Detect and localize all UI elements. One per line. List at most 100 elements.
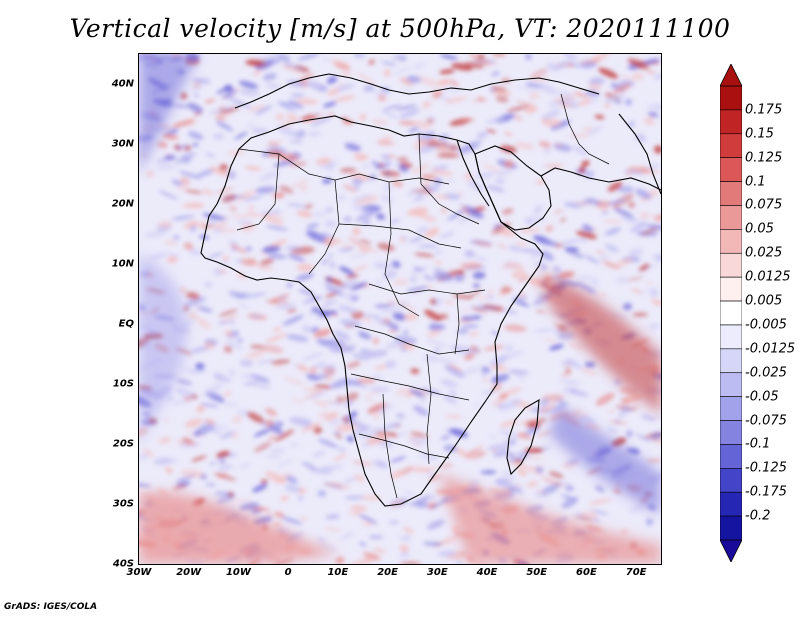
field-blob <box>218 457 227 465</box>
field-blob <box>571 145 589 156</box>
field-blob <box>301 352 324 361</box>
field-blob <box>253 428 272 437</box>
field-blob <box>166 256 178 263</box>
field-blob <box>348 236 366 249</box>
field-blob <box>254 384 272 389</box>
field-blob <box>209 166 231 177</box>
field-blob <box>453 447 472 459</box>
field-blob <box>378 308 402 314</box>
field-band <box>139 492 339 564</box>
field-blob <box>399 77 415 86</box>
field-blob <box>395 413 406 419</box>
field-blob <box>513 487 525 495</box>
field-blob <box>534 490 550 499</box>
field-blob <box>498 429 521 439</box>
field-blob <box>443 394 458 404</box>
field-blob <box>519 248 541 253</box>
colorbar-tick-label: 0.005 <box>745 293 783 309</box>
lat-tick-label: 20S <box>112 438 134 450</box>
field-blob <box>381 421 402 430</box>
field-blob <box>543 147 552 154</box>
field-blob <box>603 103 611 109</box>
madagascar-coastline <box>506 399 540 476</box>
field-blob <box>469 54 491 66</box>
field-blob <box>457 191 464 195</box>
field-blob <box>529 68 548 80</box>
field-blob <box>230 247 238 251</box>
field-blob <box>316 157 332 165</box>
field-blob <box>215 120 234 132</box>
field-blob <box>283 62 303 71</box>
field-blob <box>295 272 315 281</box>
field-blob <box>390 456 407 463</box>
field-blob <box>297 210 313 218</box>
field-blob <box>302 461 317 470</box>
field-blob <box>158 220 173 229</box>
field-blob <box>539 398 549 407</box>
field-blob <box>540 240 559 247</box>
lon-tick-label: 20E <box>377 567 398 578</box>
field-blob <box>540 251 555 261</box>
field-blob <box>317 490 327 497</box>
field-blob <box>591 280 600 287</box>
field-blob <box>554 91 573 96</box>
field-blob <box>433 267 454 280</box>
field-blob <box>424 309 442 321</box>
red-sea-coastline <box>456 139 490 207</box>
field-blob <box>415 501 429 509</box>
field-blob <box>628 201 636 209</box>
field-blob <box>204 98 216 104</box>
field-blob <box>519 228 541 233</box>
field-blob <box>544 225 554 232</box>
field-blob <box>654 214 661 221</box>
field-blob <box>287 253 306 262</box>
field-blob <box>185 291 200 300</box>
field-blob <box>145 170 155 178</box>
colorbar-swatch <box>720 157 742 182</box>
colorbar-swatch <box>720 420 742 445</box>
field-blob <box>542 310 560 315</box>
field-blob <box>352 178 363 186</box>
field-blob <box>261 507 271 512</box>
field-blob <box>647 111 659 118</box>
field-blob <box>583 126 593 133</box>
field-blob <box>322 298 337 308</box>
field-blob <box>491 398 504 407</box>
field-blob <box>569 389 589 397</box>
field-blob <box>175 474 196 482</box>
field-blob <box>565 485 574 492</box>
field-blob <box>409 389 425 397</box>
field-blob <box>655 414 661 419</box>
field-blob <box>511 270 527 279</box>
field-blob <box>353 186 361 190</box>
field-blob <box>183 220 197 229</box>
field-blob <box>464 61 485 69</box>
field-blob <box>560 372 572 377</box>
field-blob <box>477 305 500 310</box>
field-blob <box>507 370 530 374</box>
colorbar-swatch <box>720 348 742 374</box>
field-blob <box>654 145 661 154</box>
field-blob <box>326 76 338 84</box>
field-blob <box>223 345 233 353</box>
field-blob <box>627 58 650 70</box>
field-blob <box>348 253 370 258</box>
field-blob <box>464 249 475 258</box>
field-blob <box>510 295 525 300</box>
field-blob <box>631 288 643 294</box>
field-blob <box>426 285 434 290</box>
field-blob <box>236 271 247 280</box>
field-blob <box>551 60 569 72</box>
field-blob <box>413 405 429 416</box>
field-blob <box>372 413 381 420</box>
border-line <box>384 181 420 317</box>
field-blob <box>352 227 361 236</box>
field-blob <box>166 252 180 258</box>
field-blob <box>377 94 387 102</box>
field-blob <box>303 388 325 392</box>
field-blob <box>277 294 287 303</box>
colorbar-tick-label: 0.0125 <box>745 269 791 285</box>
field-blob <box>299 517 308 520</box>
field-blob <box>325 276 333 284</box>
field-blob <box>280 495 289 502</box>
